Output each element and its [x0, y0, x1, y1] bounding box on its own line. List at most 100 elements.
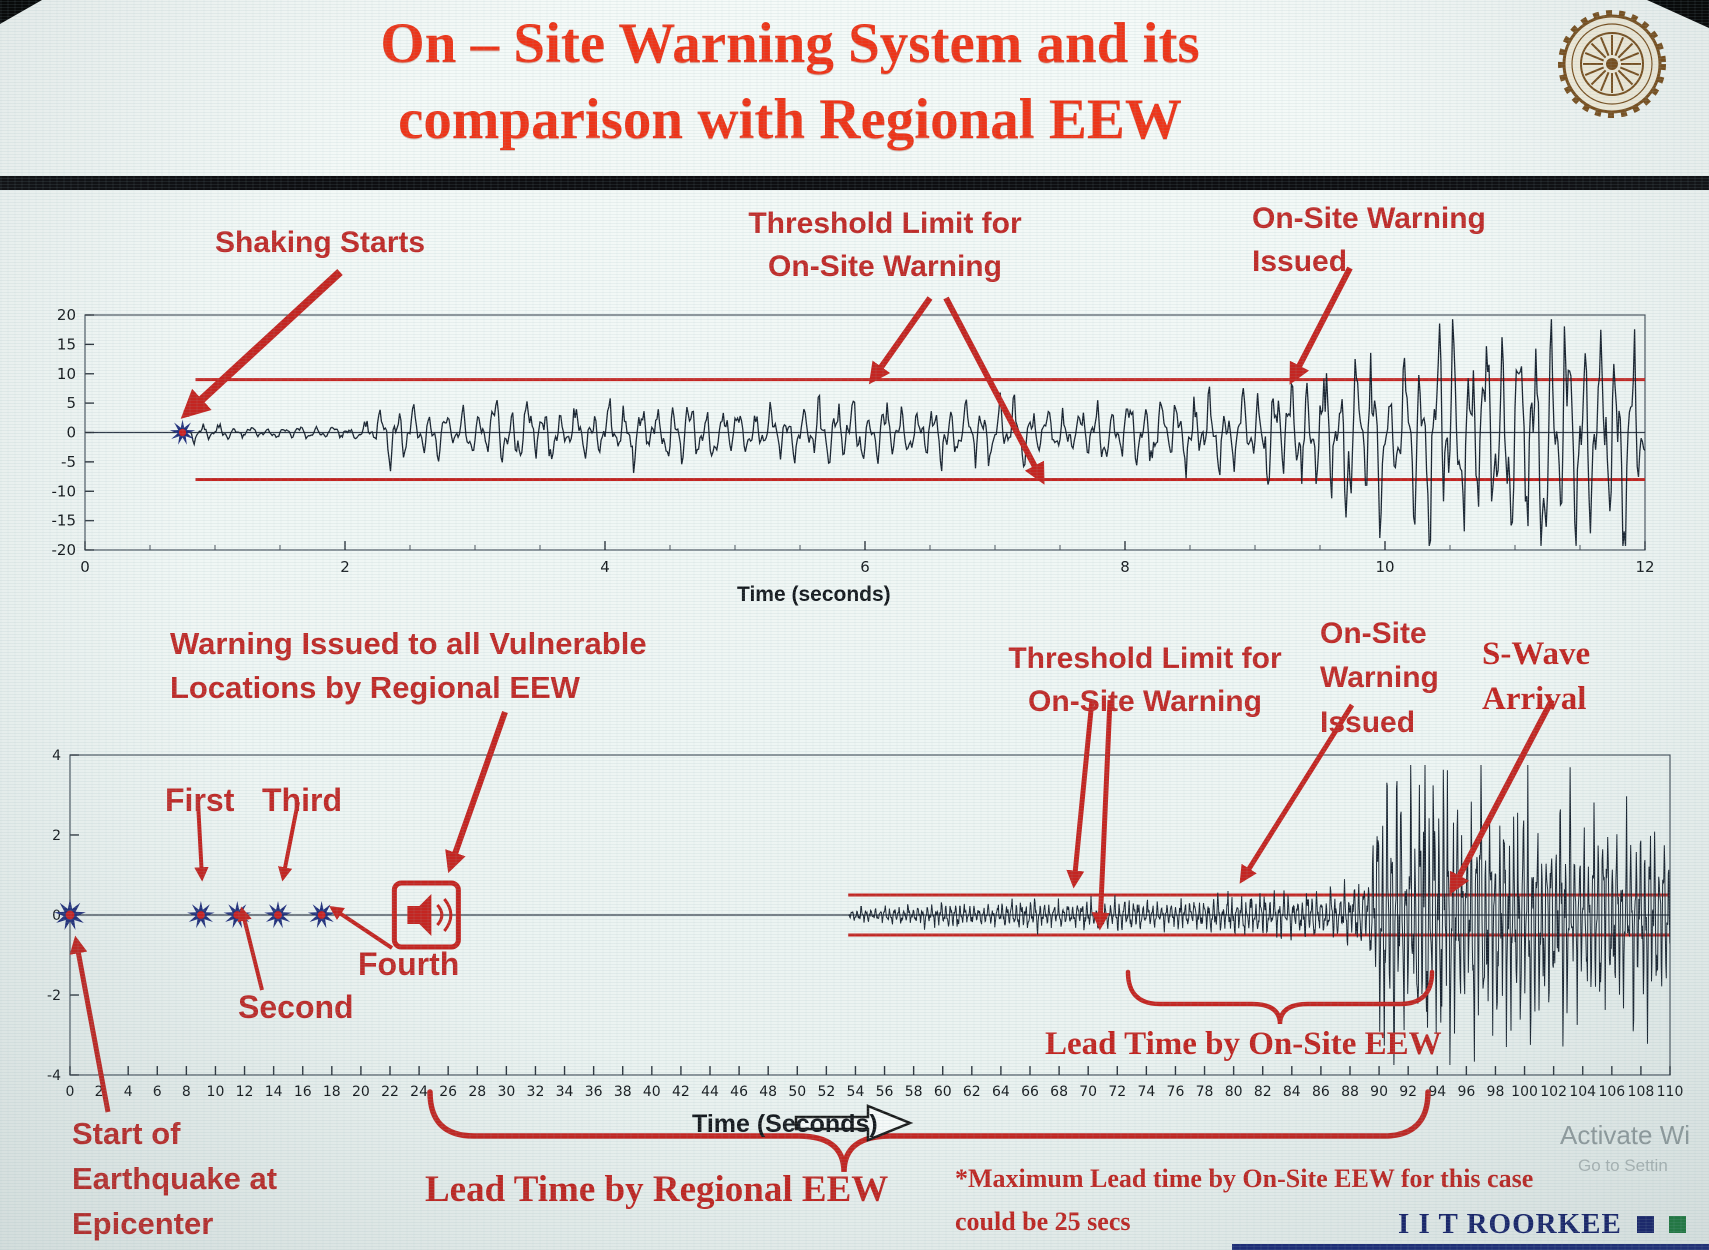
- photo-corner-artifact: [0, 0, 42, 24]
- x-tick-label: 62: [963, 1084, 981, 1100]
- annotation-line: could be 25 secs: [955, 1206, 1131, 1236]
- star-center-dot: [196, 911, 205, 919]
- annotation-threshold-limit-top: Threshold Limit for On-Site Warning: [720, 203, 1050, 288]
- x-tick-label: 48: [759, 1084, 777, 1100]
- top-chart-xlabel: Time (seconds): [737, 583, 891, 606]
- x-tick-label: 108: [1628, 1084, 1655, 1100]
- annotation-line: Earthquake at: [72, 1160, 278, 1196]
- x-tick-label: 40: [643, 1084, 661, 1100]
- speaker-waves-icon: [436, 898, 453, 932]
- x-tick-label: 8: [182, 1084, 191, 1100]
- activate-windows-watermark: Activate Wi: [1560, 1120, 1691, 1150]
- x-tick-label: 16: [294, 1084, 312, 1100]
- bottom-chart-xlabel: Time (Seconds): [692, 1110, 878, 1138]
- x-tick-label: 14: [265, 1084, 283, 1100]
- x-tick-label: 58: [905, 1084, 923, 1100]
- x-tick-label: 80: [1225, 1084, 1243, 1100]
- logo-inner-ring: [1580, 32, 1644, 96]
- y-tick-label: 5: [66, 394, 76, 412]
- x-tick-label: 24: [410, 1084, 428, 1100]
- iit-roorkee-brand-text: I I T ROORKEE: [1398, 1208, 1622, 1240]
- logo-spoke: [1599, 36, 1610, 57]
- seismic-waveform: [182, 319, 1645, 547]
- y-tick-label: -20: [52, 541, 77, 559]
- logo-spoke: [1617, 42, 1634, 59]
- x-tick-label: 104: [1569, 1084, 1596, 1100]
- x-tick-label: 98: [1487, 1084, 1505, 1100]
- x-tick-label: 84: [1283, 1084, 1301, 1100]
- logo-gear-teeth: [1558, 10, 1666, 118]
- annotation-onsite-issued-top: On-Site Warning Issued: [1252, 198, 1486, 283]
- x-tick-label: 2: [95, 1084, 104, 1100]
- star-center-dot: [65, 910, 75, 920]
- x-tick-label: 54: [847, 1084, 865, 1100]
- slide-title: On – Site Warning System and its compari…: [40, 6, 1540, 158]
- x-tick-label: 52: [817, 1084, 835, 1100]
- iit-roorkee-brand: I I T ROORKEE: [1398, 1208, 1687, 1241]
- x-tick-label: 90: [1370, 1084, 1388, 1100]
- footer-rule: [1232, 1244, 1709, 1250]
- x-tick-label: 0: [66, 1084, 75, 1100]
- annotation-lead-time-onsite: Lead Time by On-Site EEW: [1045, 1026, 1442, 1062]
- y-tick-label: -10: [52, 482, 77, 500]
- logo-spoke: [1599, 71, 1610, 92]
- x-tick-label: 30: [497, 1084, 515, 1100]
- logo-spoke: [1584, 51, 1605, 62]
- logo-spoke: [1614, 71, 1625, 92]
- x-tick-label: 6: [153, 1084, 162, 1100]
- annotation-threshold-limit-bottom: Threshold Limit for On-Site Warning: [985, 638, 1305, 723]
- x-tick-label: 86: [1312, 1084, 1330, 1100]
- y-tick-label: 2: [52, 828, 61, 844]
- logo-spoke: [1619, 66, 1640, 77]
- star-center-dot: [233, 911, 242, 919]
- x-tick-label: 76: [1167, 1084, 1185, 1100]
- star-center-dot: [178, 428, 187, 437]
- x-tick-label: 38: [614, 1084, 632, 1100]
- annotation-line: Warning: [1320, 661, 1439, 695]
- x-tick-label: 100: [1511, 1084, 1538, 1100]
- regional-warning-icon: [391, 880, 461, 950]
- annotation-line: Arrival: [1482, 680, 1587, 717]
- annotation-line: Warning Issued to all Vulnerable: [170, 626, 647, 661]
- x-tick-label: 6: [860, 558, 870, 576]
- iit-roorkee-logo: [1558, 10, 1666, 118]
- annotation-line: Issued: [1252, 244, 1348, 278]
- logo-spoke: [1614, 36, 1625, 57]
- annotation-start-epicenter: Start of Earthquake at Epicenter: [72, 1112, 277, 1247]
- x-tick-label: 46: [730, 1084, 748, 1100]
- x-tick-label: 56: [876, 1084, 894, 1100]
- x-tick-label: 82: [1254, 1084, 1272, 1100]
- x-tick-label: 2: [340, 558, 350, 576]
- logo-spoke: [1619, 51, 1640, 62]
- x-tick-label: 96: [1457, 1084, 1475, 1100]
- x-tick-label: 66: [1021, 1084, 1039, 1100]
- y-tick-label: 15: [57, 335, 76, 353]
- y-tick-label: -2: [47, 988, 61, 1004]
- logo-text-ring: [1571, 23, 1653, 105]
- annotation-second: Second: [238, 989, 354, 1025]
- x-tick-label: 4: [600, 558, 610, 576]
- x-tick-label: 4: [124, 1084, 133, 1100]
- annotation-s-wave-arrival: S-Wave Arrival: [1482, 632, 1590, 721]
- logo-spoke: [1590, 42, 1607, 59]
- x-tick-label: 22: [381, 1084, 399, 1100]
- activate-windows-watermark-line2: Go to Settin: [1578, 1156, 1668, 1175]
- annotation-line: Threshold Limit for: [1008, 642, 1282, 675]
- star-center-dot: [274, 911, 282, 919]
- x-tick-label: 72: [1108, 1084, 1126, 1100]
- x-tick-label: 28: [468, 1084, 486, 1100]
- annotation-line: On-Site Warning: [1252, 202, 1486, 235]
- seismic-waveform: [848, 764, 1670, 1066]
- x-tick-label: 70: [1079, 1084, 1097, 1100]
- y-tick-label: -5: [61, 453, 76, 471]
- brand-square-green: [1669, 1216, 1687, 1233]
- annotation-regional-warning: Warning Issued to all Vulnerable Locatio…: [170, 622, 647, 710]
- annotation-line: On-Site Warning: [768, 249, 1002, 283]
- annotation-line: On-Site: [1320, 617, 1427, 650]
- x-tick-label: 44: [701, 1084, 719, 1100]
- x-tick-label: 8: [1120, 558, 1130, 576]
- annotation-fourth: Fourth: [358, 946, 460, 982]
- slide-title-line1: On – Site Warning System and its: [380, 12, 1200, 75]
- x-tick-label: 18: [323, 1084, 341, 1100]
